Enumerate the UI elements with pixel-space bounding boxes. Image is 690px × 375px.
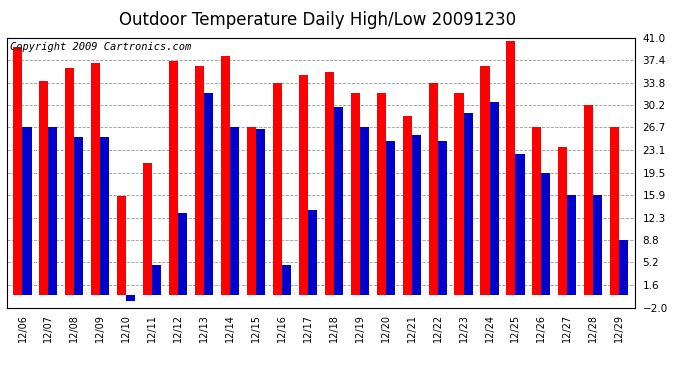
Bar [515,154,524,295]
Bar [619,240,629,295]
Bar [412,135,421,295]
Bar [256,129,265,295]
Bar [334,106,343,295]
Bar [91,63,100,295]
Bar [455,93,464,295]
Bar [480,66,489,295]
Bar [100,137,110,295]
Bar [377,93,386,295]
Bar [428,83,437,295]
Bar [204,93,213,295]
Bar [169,62,178,295]
Bar [195,66,204,295]
Bar [39,81,48,295]
Text: Outdoor Temperature Daily High/Low 20091230: Outdoor Temperature Daily High/Low 20091… [119,11,516,29]
Bar [402,116,412,295]
Bar [584,105,593,295]
Bar [506,40,515,295]
Bar [126,295,135,301]
Bar [359,127,369,295]
Bar [386,141,395,295]
Bar [152,265,161,295]
Text: Copyright 2009 Cartronics.com: Copyright 2009 Cartronics.com [10,42,191,51]
Bar [610,127,619,295]
Bar [299,75,308,295]
Bar [13,47,23,295]
Bar [230,127,239,295]
Bar [117,196,126,295]
Bar [542,172,551,295]
Bar [351,93,359,295]
Bar [247,127,256,295]
Bar [221,56,230,295]
Bar [273,83,282,295]
Bar [178,213,187,295]
Bar [558,147,567,295]
Bar [48,127,57,295]
Bar [567,195,576,295]
Bar [325,72,334,295]
Bar [282,265,291,295]
Bar [464,113,473,295]
Bar [308,210,317,295]
Bar [23,127,32,295]
Bar [75,137,83,295]
Bar [532,127,542,295]
Bar [489,102,499,295]
Bar [437,141,446,295]
Bar [143,163,152,295]
Bar [593,195,602,295]
Bar [66,68,75,295]
